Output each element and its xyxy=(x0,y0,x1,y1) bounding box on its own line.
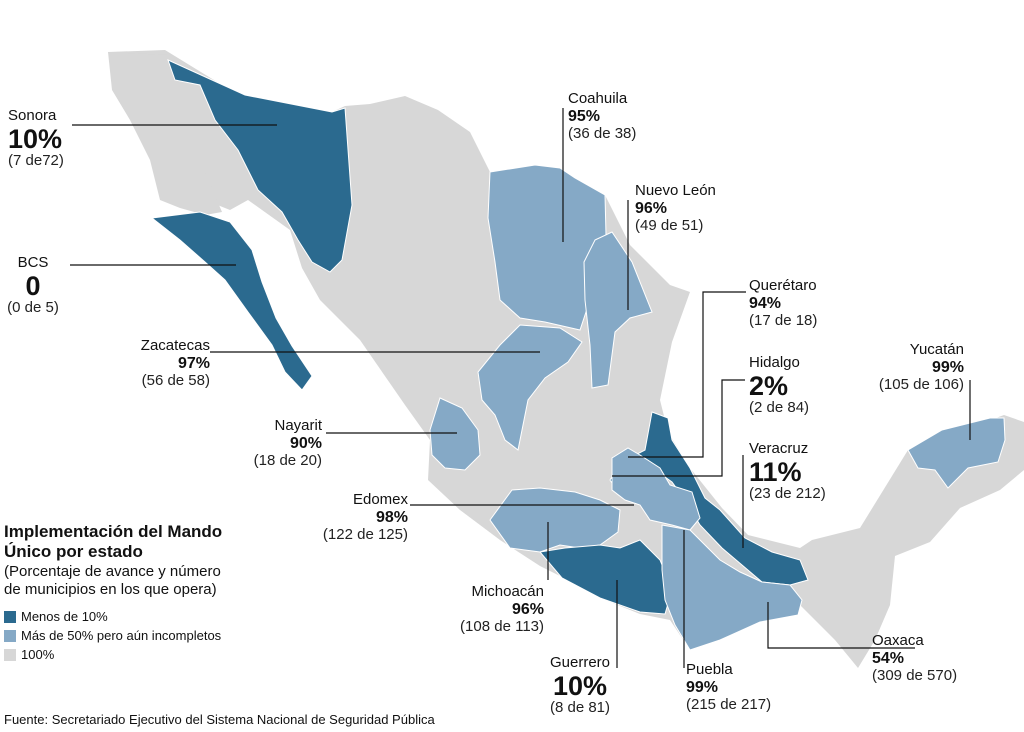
legend-item-low: Menos de 10% xyxy=(4,609,334,624)
state-count: (23 de 212) xyxy=(749,485,826,503)
state-percentage: 99% xyxy=(686,678,719,696)
state-count: (309 de 570) xyxy=(872,666,958,684)
state-percentage: 95% xyxy=(568,107,601,125)
label-hidalgo: Hidalgo 2% (2 de 84) xyxy=(749,354,810,417)
label-bcs: BCS 0 (0 de 5) xyxy=(0,254,66,317)
label-coahuila: Coahuila 95% (36 de 38) xyxy=(568,90,637,143)
state-count: (56 de 58) xyxy=(141,371,210,389)
state-name: Querétaro xyxy=(749,277,817,294)
state-count: (2 de 84) xyxy=(749,399,810,417)
label-queretaro: Querétaro 94% (17 de 18) xyxy=(749,277,818,330)
state-name: Nayarit xyxy=(274,417,322,434)
state-count: (7 de72) xyxy=(8,152,64,170)
legend: Implementación del Mando Único por estad… xyxy=(4,522,334,662)
label-puebla: Puebla 99% (215 de 217) xyxy=(686,661,772,714)
yucatan-shape xyxy=(907,417,1006,489)
leader-oaxaca xyxy=(767,602,915,649)
state-percentage: 94% xyxy=(749,294,782,312)
state-percentage: 10% xyxy=(552,670,608,701)
state-percentage: 97% xyxy=(177,354,210,372)
state-count: (49 de 51) xyxy=(635,216,704,234)
legend-label-full: 100% xyxy=(21,647,55,663)
leader-hidalgo xyxy=(612,379,745,477)
label-guerrero: Guerrero 10% (8 de 81) xyxy=(530,654,630,717)
legend-swatch-low xyxy=(4,610,16,623)
state-name: Edomex xyxy=(352,491,408,508)
legend-title: Implementación del Mando Único por estad… xyxy=(4,522,334,561)
label-oaxaca: Oaxaca 54% (309 de 570) xyxy=(872,632,958,685)
state-name: Veracruz xyxy=(749,440,809,457)
state-percentage: 96% xyxy=(511,600,544,618)
label-nuevo-leon: Nuevo León 96% (49 de 51) xyxy=(635,182,716,235)
state-percentage: 0 xyxy=(25,270,41,301)
legend-label-mid: Más de 50% pero aún incompletos xyxy=(21,628,222,644)
state-name: Puebla xyxy=(686,661,733,678)
leader-queretaro xyxy=(628,291,746,458)
state-percentage: 96% xyxy=(635,199,668,217)
state-name: Guerrero xyxy=(549,654,611,671)
state-name: Yucatán xyxy=(909,341,964,358)
state-count: (8 de 81) xyxy=(549,699,611,717)
state-count: (17 de 18) xyxy=(749,311,818,329)
label-yucatan: Yucatán 99% (105 de 106) xyxy=(866,341,964,394)
nayarit-shape xyxy=(429,397,481,471)
state-name: Nuevo León xyxy=(635,182,716,199)
state-count: (215 de 217) xyxy=(686,695,772,713)
legend-title-line1: Implementación del Mando xyxy=(4,522,223,541)
source-note: Fuente: Secretariado Ejecutivo del Siste… xyxy=(4,712,435,727)
state-count: (0 de 5) xyxy=(7,299,59,317)
state-name: Michoacán xyxy=(471,583,544,600)
state-name: Coahuila xyxy=(568,90,628,107)
bcs-shape xyxy=(150,211,313,391)
legend-subtitle: (Porcentaje de avance y número de munici… xyxy=(4,563,334,599)
state-count: (18 de 20) xyxy=(253,451,322,469)
zacatecas-shape xyxy=(477,324,583,451)
state-percentage: 11% xyxy=(749,456,802,487)
state-percentage: 2% xyxy=(749,370,789,401)
legend-subtitle-line2: de municipios en los que opera) xyxy=(4,581,217,599)
sonora-shape xyxy=(167,59,353,273)
state-name: BCS xyxy=(17,254,49,271)
state-name: Sonora xyxy=(8,107,57,124)
state-name: Oaxaca xyxy=(872,632,924,649)
legend-title-line2: Único por estado xyxy=(4,541,143,561)
puebla-shape xyxy=(661,524,803,651)
state-percentage: 90% xyxy=(289,434,322,452)
state-percentage: 99% xyxy=(931,358,964,376)
nuevo-leon-shape xyxy=(583,231,653,389)
state-count: (36 de 38) xyxy=(568,124,637,142)
label-zacatecas: Zacatecas 97% (56 de 58) xyxy=(110,337,210,390)
state-percentage: 98% xyxy=(375,508,408,526)
state-name: Zacatecas xyxy=(140,337,210,354)
state-count: (108 de 113) xyxy=(460,617,544,635)
state-name: Hidalgo xyxy=(749,354,800,371)
label-michoacan: Michoacán 96% (108 de 113) xyxy=(440,583,544,636)
state-percentage: 54% xyxy=(872,649,905,667)
leader-lines xyxy=(70,108,971,668)
state-count: (105 de 106) xyxy=(878,375,964,393)
legend-label-low: Menos de 10% xyxy=(21,609,108,625)
legend-subtitle-line1: (Porcentaje de avance y número xyxy=(4,563,221,581)
label-nayarit: Nayarit 90% (18 de 20) xyxy=(230,417,322,470)
state-percentage: 10% xyxy=(8,123,63,154)
baja-california-shape xyxy=(108,52,222,215)
label-veracruz: Veracruz 11% (23 de 212) xyxy=(749,440,826,503)
legend-swatch-full xyxy=(4,648,16,661)
state-count: (122 de 125) xyxy=(322,525,408,543)
label-sonora: Sonora 10% (7 de72) xyxy=(8,107,64,170)
legend-item-full: 100% xyxy=(4,647,334,662)
label-edomex: Edomex 98% (122 de 125) xyxy=(300,491,408,544)
legend-item-mid: Más de 50% pero aún incompletos xyxy=(4,628,334,643)
legend-swatch-mid xyxy=(4,629,16,642)
